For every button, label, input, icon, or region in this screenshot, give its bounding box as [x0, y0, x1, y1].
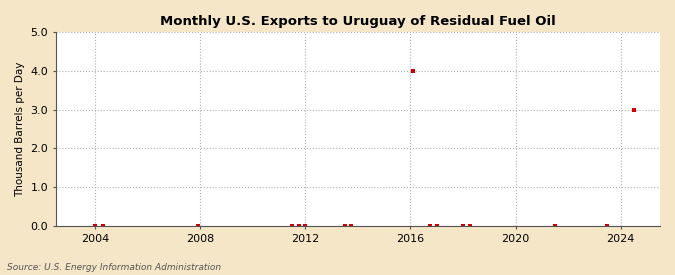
Y-axis label: Thousand Barrels per Day: Thousand Barrels per Day — [15, 61, 25, 197]
Title: Monthly U.S. Exports to Uruguay of Residual Fuel Oil: Monthly U.S. Exports to Uruguay of Resid… — [160, 15, 556, 28]
Text: Source: U.S. Energy Information Administration: Source: U.S. Energy Information Administ… — [7, 263, 221, 272]
